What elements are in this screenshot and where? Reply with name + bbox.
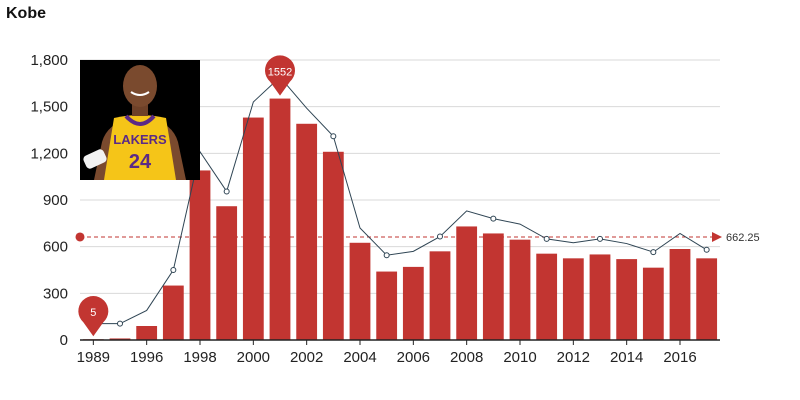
bar <box>242 117 264 340</box>
bar <box>136 326 158 340</box>
bar <box>562 258 584 340</box>
trend-line-point <box>117 320 123 327</box>
x-tick-label: 2014 <box>610 349 643 366</box>
y-tick-label: 1,500 <box>30 99 68 116</box>
bar <box>589 254 611 340</box>
x-tick-label: 2002 <box>290 349 323 366</box>
x-tick-label: 1998 <box>183 349 216 366</box>
bar <box>376 271 398 340</box>
trend-line-point <box>383 252 390 259</box>
bar <box>296 123 318 341</box>
y-tick-label: 900 <box>43 192 68 209</box>
max-value-pin-label: 1552 <box>268 67 292 79</box>
bar <box>616 259 638 340</box>
mean-line-arrow <box>712 231 722 242</box>
x-tick-label: 1996 <box>130 349 163 366</box>
trend-line-point <box>170 267 177 273</box>
mean-line-start-dot <box>75 232 85 242</box>
trend-line-point <box>223 188 230 195</box>
max-value-pin-marker <box>265 55 295 96</box>
jersey-text: LAKERS <box>113 132 167 147</box>
y-tick-label: 600 <box>43 239 68 256</box>
x-tick-label: 1989 <box>77 349 110 366</box>
y-tick-label: 1,800 <box>30 52 68 69</box>
x-tick-label: 2008 <box>450 349 483 366</box>
trend-line-point <box>650 249 657 256</box>
trend-line-point <box>597 235 603 242</box>
min-value-pin-marker <box>78 296 109 337</box>
bar <box>482 233 504 340</box>
min-value-pin: 5 <box>78 296 109 337</box>
y-tick-label: 0 <box>60 332 68 349</box>
bar <box>349 242 371 340</box>
x-tick-label: 2016 <box>663 349 696 366</box>
x-tick-label: 2010 <box>503 349 536 366</box>
bar <box>669 249 691 340</box>
bar <box>322 151 344 340</box>
y-tick-label: 1,200 <box>30 145 68 162</box>
trend-line-point <box>703 246 710 253</box>
bar <box>402 266 424 340</box>
bar <box>696 258 718 340</box>
bar <box>642 267 664 340</box>
kobe-bryant-photo: LAKERS 24 <box>80 60 200 180</box>
chart-title: Kobe <box>6 5 46 22</box>
mean-line-label: 662.25 <box>726 232 760 244</box>
bar <box>429 251 451 340</box>
max-value-pin: 1552 <box>265 55 295 96</box>
bar <box>456 226 478 340</box>
trend-line-point <box>490 215 497 222</box>
trend-line-point <box>330 133 337 140</box>
jersey-number: 24 <box>129 151 152 173</box>
bar <box>109 338 131 340</box>
trend-line-point <box>437 233 443 240</box>
x-tick-label: 2004 <box>343 349 376 366</box>
bar <box>216 206 238 340</box>
x-tick-label: 2006 <box>397 349 430 366</box>
bar <box>536 253 558 340</box>
x-tick-label: 2012 <box>557 349 590 366</box>
trend-line-point <box>543 235 550 242</box>
y-tick-label: 300 <box>43 285 68 302</box>
bar <box>189 170 211 340</box>
bar <box>162 285 184 340</box>
x-tick-label: 2000 <box>237 349 270 366</box>
bar <box>509 239 531 340</box>
min-value-pin-label: 5 <box>90 307 96 319</box>
bar <box>269 98 291 340</box>
